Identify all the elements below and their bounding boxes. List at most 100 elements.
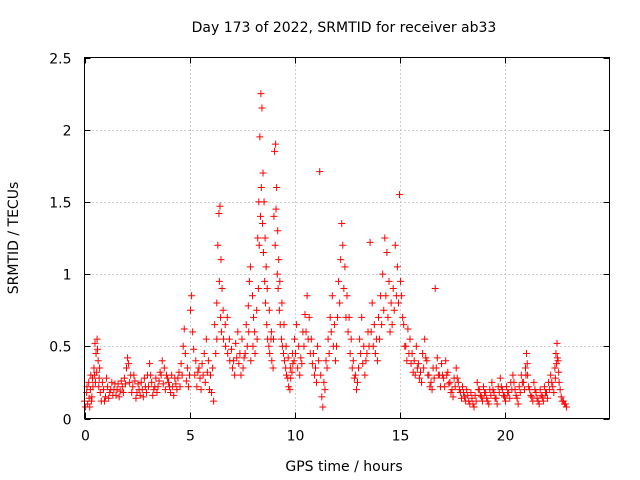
data-point — [103, 374, 111, 382]
axis-ticks — [84, 57, 610, 420]
data-point — [269, 364, 277, 372]
data-point — [106, 389, 114, 397]
data-point — [240, 354, 248, 362]
y-tick-label: 0 — [63, 413, 72, 429]
data-point — [182, 377, 190, 385]
data-point — [217, 256, 225, 264]
data-point — [556, 386, 564, 394]
data-point — [454, 378, 462, 386]
data-point — [218, 285, 226, 293]
data-point — [95, 374, 103, 382]
data-point — [283, 371, 291, 379]
data-point — [241, 350, 249, 358]
data-point — [263, 321, 271, 329]
data-point — [173, 386, 181, 394]
y-tick-label: 2 — [63, 124, 72, 140]
data-point — [297, 354, 305, 362]
data-point — [485, 400, 493, 408]
data-point — [232, 339, 240, 347]
data-point — [108, 378, 116, 386]
x-tick-label: 0 — [81, 429, 90, 445]
data-point — [255, 241, 263, 249]
data-point — [541, 389, 549, 397]
data-point — [367, 328, 375, 336]
data-point — [497, 383, 505, 391]
data-point — [470, 403, 478, 411]
data-point — [196, 374, 204, 382]
data-point — [256, 133, 264, 141]
data-point — [516, 389, 524, 397]
data-point — [518, 378, 526, 386]
data-point — [212, 350, 220, 358]
data-point — [93, 335, 101, 343]
data-point — [188, 292, 196, 300]
data-point — [82, 403, 90, 411]
data-point — [221, 321, 229, 329]
data-point — [438, 360, 445, 368]
data-point — [146, 360, 154, 368]
data-point — [216, 202, 224, 210]
data-point — [343, 292, 351, 300]
data-point — [452, 364, 460, 372]
data-point — [256, 212, 264, 220]
data-point — [152, 374, 160, 382]
data-point — [267, 328, 275, 336]
data-point — [316, 168, 324, 176]
data-point — [151, 383, 159, 391]
data-point — [275, 256, 283, 264]
data-point — [201, 378, 209, 386]
data-point — [444, 368, 452, 376]
data-point — [481, 389, 489, 397]
data-point — [527, 391, 535, 399]
data-point — [468, 394, 476, 402]
data-point — [554, 357, 562, 365]
data-point — [442, 357, 450, 365]
data-point — [265, 342, 273, 350]
data-point — [448, 386, 456, 394]
data-point — [466, 400, 474, 408]
data-point — [278, 342, 286, 350]
data-point — [175, 368, 183, 376]
data-point — [370, 321, 378, 329]
data-point — [172, 380, 180, 388]
data-point — [414, 360, 422, 368]
data-point — [549, 383, 557, 391]
data-point — [263, 285, 271, 293]
data-point — [477, 393, 485, 401]
data-point — [393, 263, 401, 271]
data-point — [276, 277, 284, 285]
data-point — [478, 397, 486, 405]
data-point — [99, 386, 107, 394]
data-point — [294, 364, 302, 372]
data-point — [407, 360, 415, 368]
data-point — [189, 328, 197, 336]
data-point — [215, 277, 223, 285]
data-point — [251, 328, 259, 336]
data-point — [550, 389, 558, 397]
data-point — [403, 357, 411, 365]
data-point — [239, 364, 247, 372]
data-point — [85, 378, 93, 386]
data-point — [287, 374, 295, 382]
data-point — [451, 383, 459, 391]
data-point — [278, 299, 286, 307]
data-point — [495, 389, 503, 397]
data-point — [428, 386, 436, 394]
data-point — [363, 350, 371, 358]
data-point — [91, 339, 99, 347]
data-point — [156, 368, 164, 376]
data-point — [338, 220, 346, 228]
data-point — [330, 321, 338, 329]
data-point — [310, 371, 318, 379]
data-point — [134, 380, 142, 388]
data-point — [298, 360, 306, 368]
data-point — [441, 383, 449, 391]
data-point — [392, 292, 400, 300]
data-point — [123, 364, 130, 372]
data-point — [253, 335, 261, 343]
data-point — [92, 350, 100, 358]
data-point — [280, 357, 288, 365]
data-point — [463, 386, 471, 394]
data-point — [388, 321, 396, 329]
data-point — [94, 357, 102, 365]
